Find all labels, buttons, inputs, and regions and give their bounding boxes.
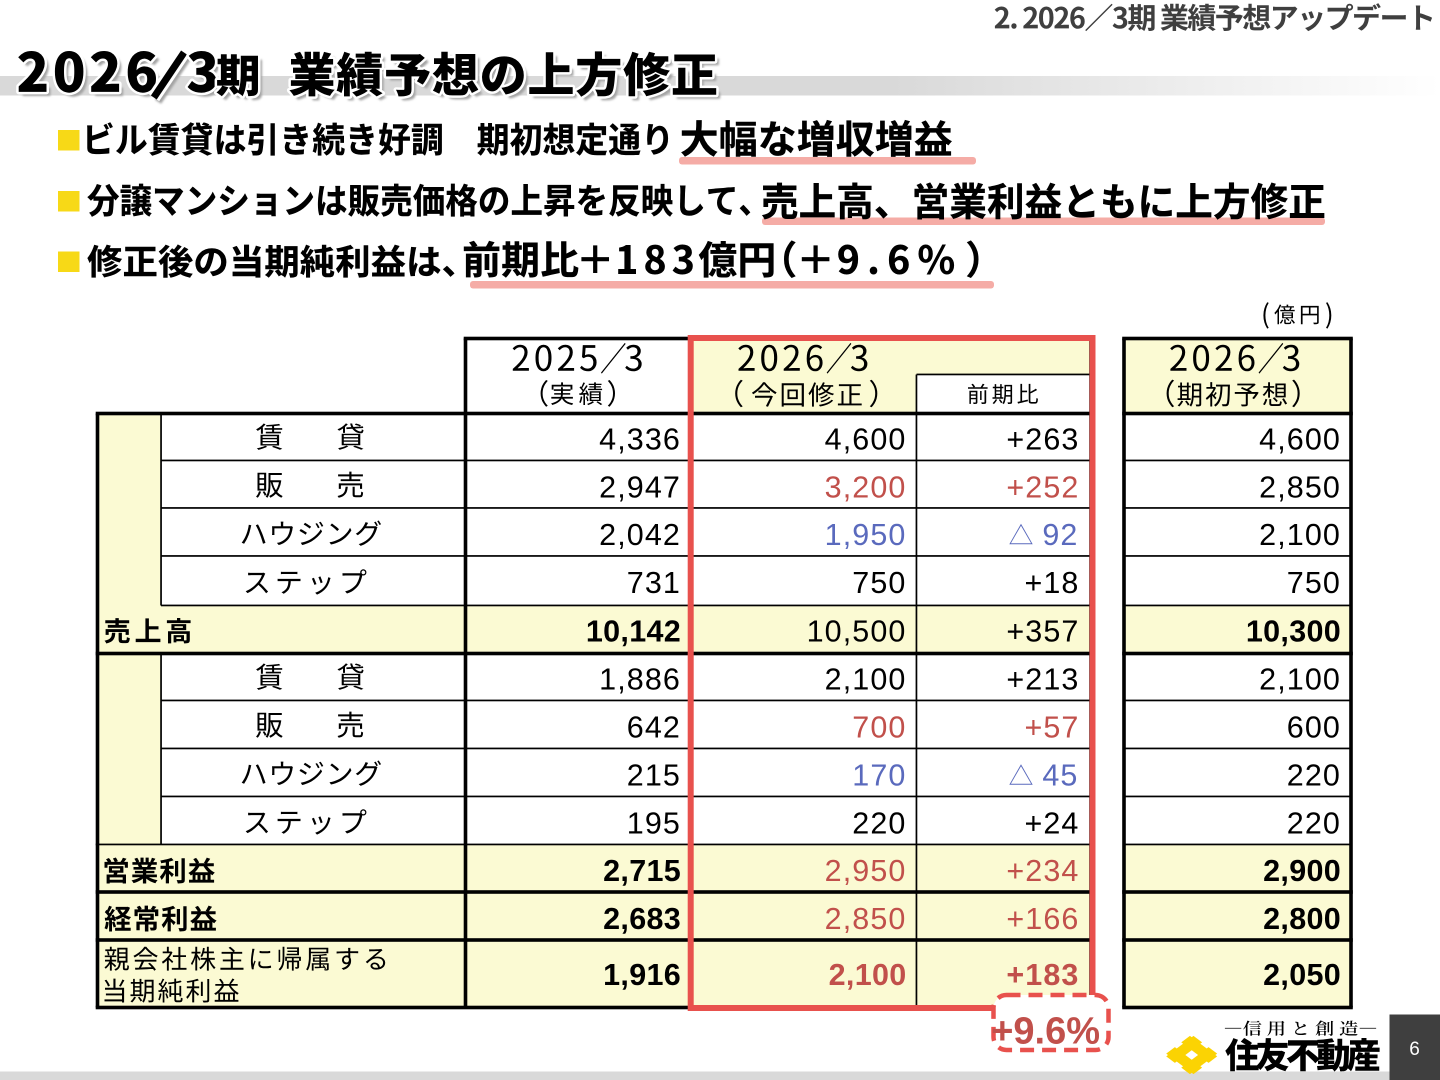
svg-text:2,100: 2,100 <box>1259 518 1341 552</box>
svg-text:1,916: 1,916 <box>603 958 681 992</box>
svg-text:195: 195 <box>627 807 681 841</box>
svg-text:2,850: 2,850 <box>1259 471 1341 505</box>
svg-text:2,100: 2,100 <box>829 958 907 992</box>
svg-text:+357: +357 <box>1006 615 1079 649</box>
svg-text:45: 45 <box>1042 759 1078 793</box>
svg-text:2,900: 2,900 <box>1263 854 1341 888</box>
svg-text:+57: +57 <box>1024 711 1079 745</box>
svg-text:+166: +166 <box>1006 902 1079 936</box>
svg-text:4,600: 4,600 <box>1259 423 1341 457</box>
svg-text:10,500: 10,500 <box>807 615 907 649</box>
svg-text:170: 170 <box>852 759 906 793</box>
svg-text:2,947: 2,947 <box>599 471 681 505</box>
svg-text:3,200: 3,200 <box>825 471 907 505</box>
svg-text:1,950: 1,950 <box>825 518 907 552</box>
svg-text:10,300: 10,300 <box>1246 615 1341 649</box>
svg-text:2,683: 2,683 <box>603 902 681 936</box>
svg-text:+263: +263 <box>1006 423 1079 457</box>
svg-text:4,600: 4,600 <box>825 423 907 457</box>
svg-text:750: 750 <box>852 566 906 600</box>
svg-text:4,336: 4,336 <box>599 423 681 457</box>
svg-text:2,050: 2,050 <box>1263 958 1341 992</box>
svg-text:+9.6%: +9.6% <box>991 1011 1100 1053</box>
svg-text:2,100: 2,100 <box>825 663 907 697</box>
svg-text:+252: +252 <box>1006 471 1079 505</box>
svg-text:700: 700 <box>852 711 906 745</box>
svg-text:10,142: 10,142 <box>586 615 681 649</box>
svg-text:+18: +18 <box>1024 566 1079 600</box>
svg-text:220: 220 <box>852 807 906 841</box>
svg-text:+183: +183 <box>1006 958 1079 992</box>
svg-text:220: 220 <box>1287 807 1341 841</box>
svg-text:642: 642 <box>627 711 681 745</box>
svg-text:2,850: 2,850 <box>825 902 907 936</box>
svg-text:2,042: 2,042 <box>599 518 681 552</box>
svg-text:731: 731 <box>627 566 681 600</box>
svg-text:2,100: 2,100 <box>1259 663 1341 697</box>
svg-text:2,800: 2,800 <box>1263 902 1341 936</box>
svg-text:2,950: 2,950 <box>825 854 907 888</box>
svg-text:600: 600 <box>1287 711 1341 745</box>
svg-text:92: 92 <box>1042 518 1078 552</box>
svg-text:+24: +24 <box>1024 807 1079 841</box>
svg-text:215: 215 <box>627 759 681 793</box>
svg-text:6: 6 <box>1409 1039 1420 1060</box>
svg-text:+213: +213 <box>1006 663 1079 697</box>
svg-text:+234: +234 <box>1006 854 1079 888</box>
svg-text:220: 220 <box>1287 759 1341 793</box>
svg-text:2,715: 2,715 <box>603 854 681 888</box>
svg-text:750: 750 <box>1287 566 1341 600</box>
svg-text:1,886: 1,886 <box>599 663 681 697</box>
